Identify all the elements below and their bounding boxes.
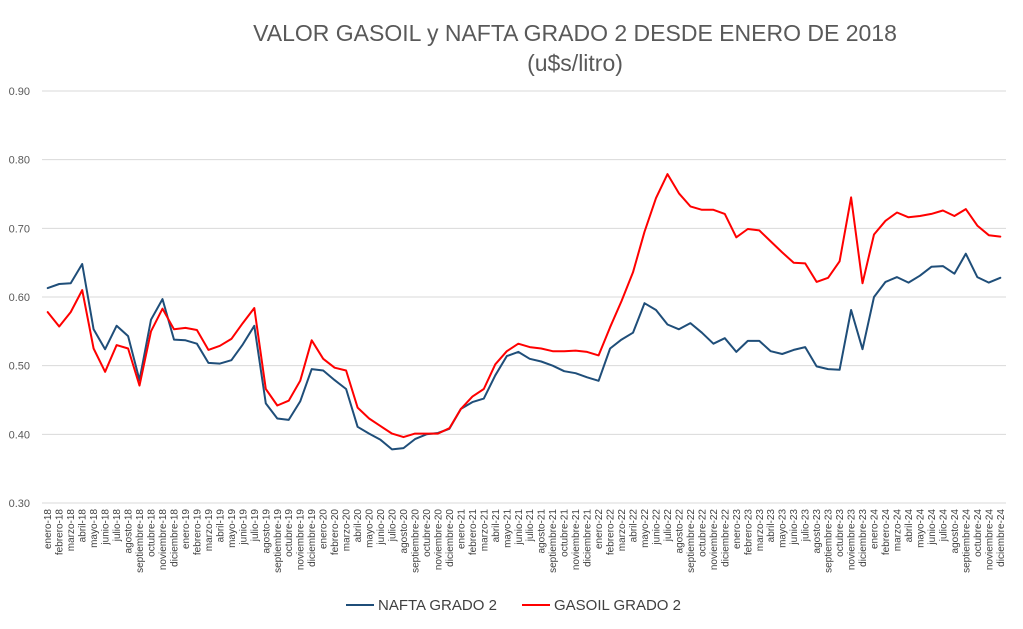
x-tick-label: septiembre-22 <box>686 509 697 573</box>
x-tick-label: marzo-20 <box>342 509 353 552</box>
x-tick-label: enero-21 <box>456 509 467 549</box>
x-tick-label: febrero-18 <box>55 509 66 556</box>
x-tick-label: abril-22 <box>629 509 640 543</box>
x-tick-label: junio-23 <box>789 509 800 546</box>
x-tick-label: enero-24 <box>870 509 881 549</box>
y-tick-label: 0.40 <box>9 429 30 441</box>
x-tick-label: mayo-21 <box>502 509 513 548</box>
x-tick-label: septiembre-19 <box>273 509 284 573</box>
x-tick-label: septiembre-23 <box>824 509 835 573</box>
x-tick-label: octubre-20 <box>422 509 433 557</box>
x-tick-label: febrero-21 <box>468 509 479 556</box>
x-tick-label: septiembre-20 <box>410 509 421 573</box>
x-tick-label: julio-18 <box>112 509 123 543</box>
chart-subtitle: (u$s/litro) <box>527 50 623 76</box>
x-tick-label: febrero-19 <box>192 509 203 556</box>
x-tick-label: junio-20 <box>376 509 387 546</box>
x-tick-label: julio-19 <box>250 509 261 543</box>
x-tick-label: mayo-24 <box>915 509 926 548</box>
x-tick-label: agosto-20 <box>399 509 410 554</box>
x-tick-label: noviembre-20 <box>433 509 444 571</box>
y-tick-label: 0.30 <box>9 498 30 510</box>
x-tick-label: abril-21 <box>491 509 502 543</box>
x-tick-label: marzo-22 <box>617 509 628 552</box>
x-tick-label: enero-20 <box>319 509 330 549</box>
x-tick-label: julio-21 <box>525 509 536 543</box>
x-tick-label: noviembre-23 <box>847 509 858 571</box>
chart-title: VALOR GASOIL y NAFTA GRADO 2 DESDE ENERO… <box>253 20 897 46</box>
x-tick-label: diciembre-19 <box>307 509 318 567</box>
x-tick-label: agosto-24 <box>950 509 961 554</box>
x-tick-label: julio-22 <box>663 509 674 543</box>
x-tick-label: abril-23 <box>766 509 777 543</box>
x-tick-label: enero-23 <box>732 509 743 549</box>
y-tick-label: 0.70 <box>9 223 30 235</box>
x-tick-label: julio-23 <box>801 509 812 543</box>
x-tick-label: noviembre-21 <box>571 509 582 571</box>
x-tick-label: agosto-18 <box>124 509 135 554</box>
x-tick-label: octubre-22 <box>697 509 708 557</box>
x-tick-label: mayo-18 <box>89 509 100 548</box>
x-tick-label: agosto-21 <box>537 509 548 554</box>
x-tick-label: octubre-21 <box>560 509 571 557</box>
x-tick-label: junio-21 <box>514 509 525 546</box>
x-tick-label: febrero-24 <box>881 509 892 556</box>
x-tick-label: septiembre-18 <box>135 509 146 573</box>
x-tick-label: agosto-22 <box>674 509 685 554</box>
x-tick-label: mayo-22 <box>640 509 651 548</box>
x-tick-label: mayo-23 <box>778 509 789 548</box>
x-tick-label: marzo-23 <box>755 509 766 552</box>
x-tick-label: septiembre-21 <box>548 509 559 573</box>
x-tick-label: marzo-21 <box>479 509 490 552</box>
y-tick-label: 0.60 <box>9 292 30 304</box>
x-tick-label: junio-18 <box>101 509 112 546</box>
x-tick-label: diciembre-24 <box>996 509 1007 567</box>
x-tick-label: noviembre-22 <box>709 509 720 571</box>
y-tick-label: 0.90 <box>9 86 30 98</box>
x-tick-label: julio-24 <box>938 509 949 543</box>
x-tick-label: febrero-20 <box>330 509 341 556</box>
x-tick-label: octubre-19 <box>284 509 295 557</box>
x-tick-label: agosto-19 <box>261 509 272 554</box>
x-tick-label: febrero-23 <box>743 509 754 556</box>
x-tick-label: diciembre-18 <box>169 509 180 567</box>
x-tick-label: mayo-20 <box>365 509 376 548</box>
series-line-nafta <box>46 252 1002 451</box>
x-tick-label: marzo-18 <box>66 509 77 552</box>
x-tick-label: octubre-24 <box>973 509 984 557</box>
x-tick-label: febrero-22 <box>606 509 617 556</box>
x-tick-label: mayo-19 <box>227 509 238 548</box>
x-tick-label: enero-19 <box>181 509 192 549</box>
x-tick-label: abril-24 <box>904 509 915 543</box>
x-tick-label: julio-20 <box>388 509 399 543</box>
y-tick-label: 0.80 <box>9 155 30 167</box>
x-tick-label: junio-24 <box>927 509 938 546</box>
legend-label-nafta: NAFTA GRADO 2 <box>378 597 497 614</box>
legend-label-gasoil: GASOIL GRADO 2 <box>554 597 681 614</box>
x-tick-label: septiembre-24 <box>961 509 972 573</box>
y-tick-label: 0.50 <box>9 361 30 373</box>
x-tick-label: agosto-23 <box>812 509 823 554</box>
x-tick-label: octubre-23 <box>835 509 846 557</box>
x-tick-label: abril-18 <box>78 509 89 543</box>
x-tick-label: enero-18 <box>43 509 54 549</box>
series-line-gasoil <box>46 173 1002 439</box>
x-tick-label: marzo-24 <box>892 509 903 552</box>
x-tick-label: marzo-19 <box>204 509 215 552</box>
x-tick-label: diciembre-21 <box>583 509 594 567</box>
x-tick-label: noviembre-24 <box>984 509 995 571</box>
x-tick-label: abril-19 <box>215 509 226 543</box>
x-tick-label: enero-22 <box>594 509 605 549</box>
x-tick-label: octubre-18 <box>147 509 158 557</box>
x-tick-label: noviembre-19 <box>296 509 307 571</box>
x-tick-label: junio-19 <box>238 509 249 546</box>
x-tick-label: diciembre-23 <box>858 509 869 567</box>
x-tick-label: junio-22 <box>651 509 662 546</box>
x-tick-label: diciembre-20 <box>445 509 456 567</box>
x-tick-label: abril-20 <box>353 509 364 543</box>
x-tick-label: noviembre-18 <box>158 509 169 571</box>
x-tick-label: diciembre-22 <box>720 509 731 567</box>
